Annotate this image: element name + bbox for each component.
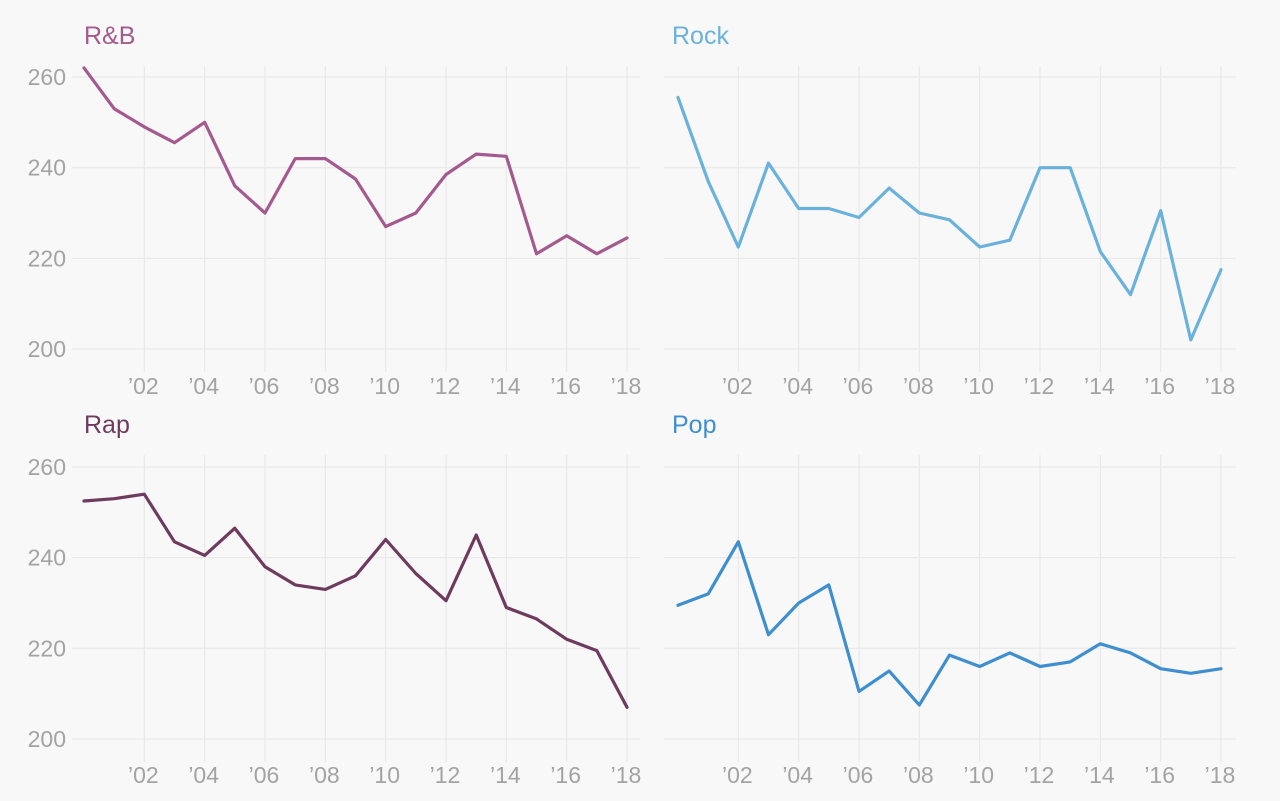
x-tick-label: ’10 bbox=[963, 373, 994, 399]
y-tick-label: 260 bbox=[28, 454, 66, 480]
y-tick-label: 200 bbox=[28, 336, 66, 362]
x-tick-label: ’12 bbox=[430, 762, 461, 788]
series-line bbox=[82, 492, 629, 709]
panel-title: R&B bbox=[84, 22, 135, 50]
y-tick-label: 260 bbox=[28, 64, 66, 90]
y-tick-label: 200 bbox=[28, 726, 66, 752]
x-tick-label: ’06 bbox=[843, 762, 874, 788]
chart-panel: ’02 ’04 ’06 ’08 ’10 ’12 ’14 ’16 ’18 Pop bbox=[664, 411, 1236, 788]
x-tick-label: ’06 bbox=[843, 373, 874, 399]
x-tick-label: ’16 bbox=[1144, 762, 1175, 788]
x-tick-label: ’16 bbox=[550, 373, 581, 399]
x-tick-label: ’18 bbox=[1205, 762, 1236, 788]
x-tick-label: ’08 bbox=[903, 762, 934, 788]
x-tick-label: ’08 bbox=[309, 373, 340, 399]
y-tick-label: 240 bbox=[28, 545, 66, 571]
series-line bbox=[676, 540, 1223, 707]
x-tick-label: ’02 bbox=[128, 762, 159, 788]
x-tick-label: ’04 bbox=[188, 373, 219, 399]
x-tick-label: ’12 bbox=[1024, 762, 1055, 788]
x-tick-label: ’10 bbox=[369, 373, 400, 399]
x-tick-label: ’04 bbox=[782, 762, 813, 788]
x-tick-label: ’08 bbox=[309, 762, 340, 788]
x-tick-label: ’12 bbox=[430, 373, 461, 399]
x-tick-label: ’16 bbox=[550, 762, 581, 788]
x-tick-label: ’14 bbox=[1084, 762, 1115, 788]
x-tick-label: ’14 bbox=[490, 373, 521, 399]
y-tick-label: 220 bbox=[28, 245, 66, 271]
y-tick-label: 220 bbox=[28, 635, 66, 661]
x-tick-label: ’02 bbox=[128, 373, 159, 399]
x-tick-label: ’12 bbox=[1024, 373, 1055, 399]
panel-title: Rock bbox=[672, 22, 729, 50]
series-line bbox=[676, 95, 1223, 342]
series-line bbox=[82, 66, 629, 256]
panel-title: Rap bbox=[84, 411, 130, 439]
x-tick-label: ’16 bbox=[1144, 373, 1175, 399]
chart-panel: ’02 ’04 ’06 ’08 ’10 ’12 ’14 ’16 ’18 Rock bbox=[664, 22, 1236, 399]
x-tick-label: ’18 bbox=[1205, 373, 1236, 399]
y-tick-label: 240 bbox=[28, 155, 66, 181]
x-tick-label: ’10 bbox=[369, 762, 400, 788]
x-tick-label: ’02 bbox=[722, 762, 753, 788]
x-tick-label: ’06 bbox=[249, 762, 280, 788]
x-tick-label: ’14 bbox=[1084, 373, 1115, 399]
x-tick-label: ’04 bbox=[782, 373, 813, 399]
panel-title: Pop bbox=[672, 411, 716, 439]
x-tick-label: ’02 bbox=[722, 373, 753, 399]
x-tick-label: ’06 bbox=[249, 373, 280, 399]
x-tick-label: ’10 bbox=[963, 762, 994, 788]
x-tick-label: ’18 bbox=[611, 762, 642, 788]
x-tick-label: ’04 bbox=[188, 762, 219, 788]
x-tick-label: ’14 bbox=[490, 762, 521, 788]
chart-panel: 200 220 240 260 ’02 ’04 ’06 ’08 ’10 ’12 ’14 ’16 ’18 R… bbox=[28, 411, 642, 788]
x-tick-label: ’18 bbox=[611, 373, 642, 399]
chart-panel: 200 220 240 260 ’02 ’04 ’06 ’08 ’10 ’12 ’14 ’16 ’18 R… bbox=[28, 22, 642, 399]
x-tick-label: ’08 bbox=[903, 373, 934, 399]
